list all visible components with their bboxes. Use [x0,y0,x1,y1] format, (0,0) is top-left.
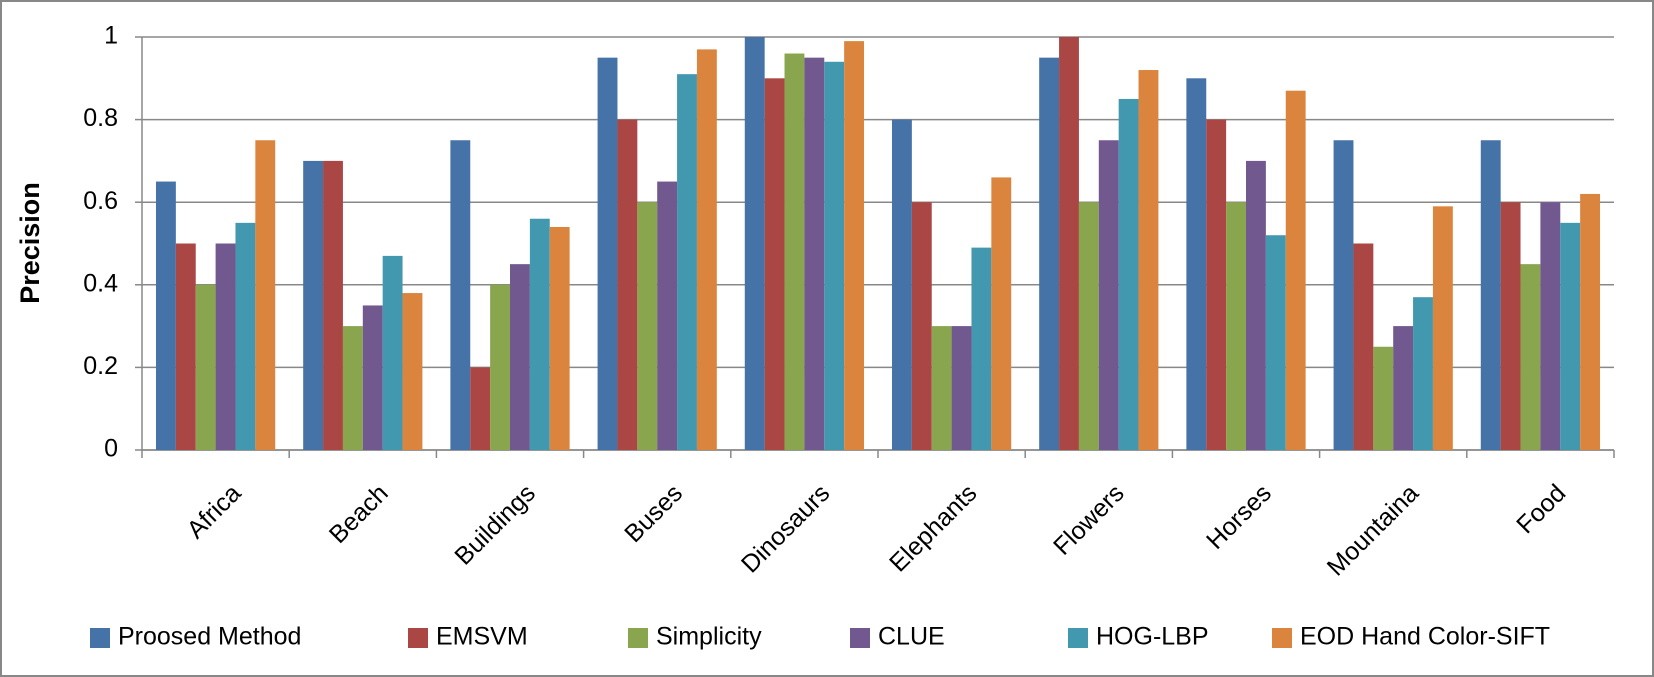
bar [1039,57,1060,451]
legend-swatch [1068,628,1088,648]
bar [677,74,697,451]
bar [784,53,805,451]
bar [696,49,717,450]
bar [931,326,952,450]
bar [951,326,972,450]
bar [597,57,618,451]
bar [657,181,678,451]
bar [549,226,570,450]
bar [1393,326,1414,450]
bar [303,160,324,450]
bar [1098,140,1119,450]
y-tick-label: 0.4 [83,269,118,297]
bar [1265,235,1286,450]
bar [255,140,276,450]
bar [1138,70,1159,450]
legend-swatch [628,628,648,648]
bar [155,181,176,451]
bar [510,264,530,450]
legend-label: EOD Hand Color-SIFT [1300,623,1550,651]
bar [529,218,550,450]
bar [342,326,363,450]
bar [235,222,256,450]
bar [1078,202,1099,450]
bar [1285,90,1306,450]
bar [362,305,383,450]
legend-label: CLUE [878,623,945,651]
legend-swatch [850,628,870,648]
y-tick-label: 0.2 [83,352,118,380]
bar [402,293,423,450]
y-tick-label: 0.8 [83,104,118,132]
bar [911,202,932,450]
bar [382,255,403,450]
bar [824,61,845,450]
y-tick-label: 0 [104,435,118,463]
bar [1059,37,1079,450]
bar [1560,222,1581,450]
bar [744,37,765,450]
bar [1333,140,1354,450]
bar [991,177,1012,451]
y-axis-label: Precision [15,182,45,304]
bar [1520,264,1541,450]
bar [470,367,491,450]
bar [1540,202,1561,450]
bar [1480,140,1501,450]
bar [1413,297,1433,450]
bar [323,160,343,450]
bar [1353,243,1374,450]
y-tick-label: 1 [104,22,118,50]
bar [1373,346,1394,450]
bar [1206,119,1227,450]
bar [1246,160,1266,450]
y-tick-label: 0.6 [83,187,118,215]
bar [450,140,471,450]
bar [637,202,658,450]
bar [1226,202,1246,450]
bar [1186,78,1207,451]
bar [844,41,865,450]
legend-label: HOG-LBP [1096,623,1209,651]
bar [1432,206,1453,450]
bar [175,243,196,450]
bar [215,243,236,450]
legend-label: Simplicity [656,623,762,651]
bar [490,284,510,450]
legend-swatch [90,628,110,648]
legend-label: EMSVM [436,623,528,651]
bar [1580,193,1601,450]
bar [971,247,992,450]
bar [1500,202,1521,450]
bar [195,284,216,450]
bar [764,78,785,451]
bar [891,119,912,450]
bar [1118,98,1139,450]
legend-label: Proosed Method [118,623,301,651]
bar [617,119,638,450]
legend-swatch [408,628,428,648]
legend-swatch [1272,628,1292,648]
bar [804,57,825,451]
